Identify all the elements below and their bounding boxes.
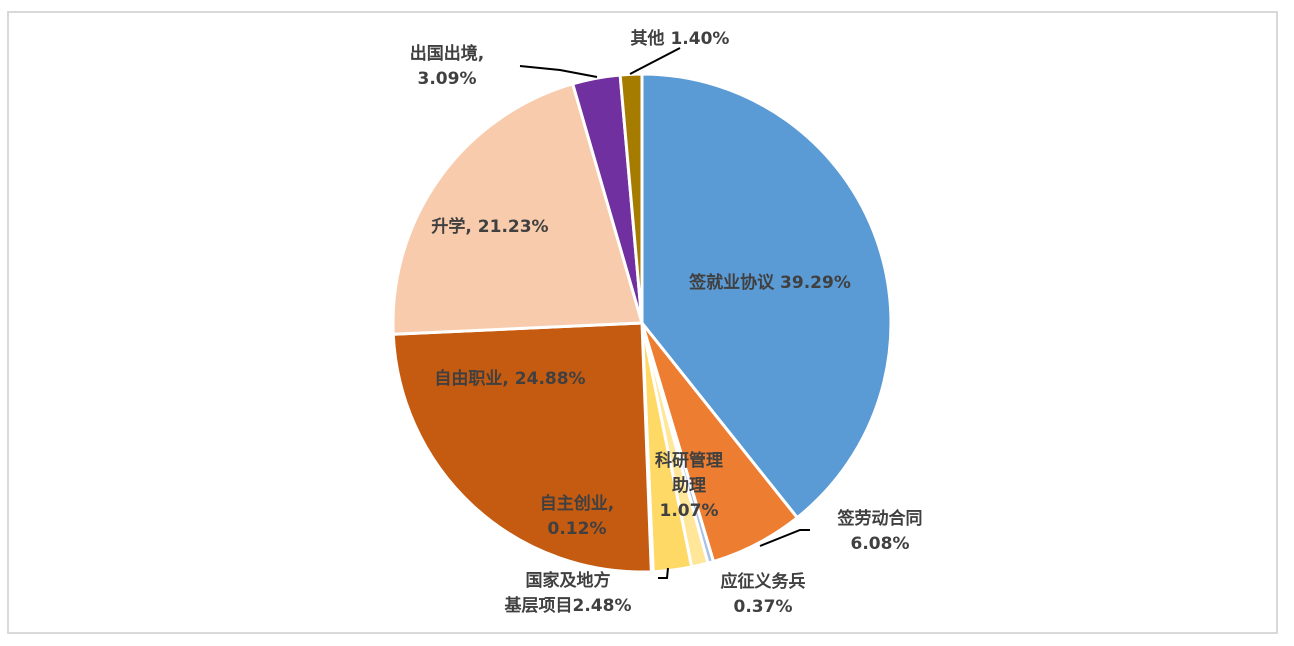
data-label: 签就业协议 39.29% [688, 272, 851, 293]
leader-line [629, 47, 681, 75]
data-label: 签劳动合同 6.08% [837, 508, 923, 554]
data-label: 自由职业, 24.88% [434, 368, 585, 389]
data-label: 应征义务兵 0.37% [721, 571, 806, 617]
pie-slice-0 [640, 72, 893, 520]
leader-line [658, 567, 669, 579]
leader-lines [519, 47, 810, 579]
pie-slice-6 [391, 321, 653, 574]
data-label: 其他 1.40% [631, 28, 730, 49]
pie-slices [391, 72, 893, 574]
data-labels: 签就业协议 39.29% 签劳动合同 6.08% 应征义务兵 0.37% 科研管理助理 1.… [410, 28, 923, 617]
pie-slice-7 [391, 82, 644, 336]
data-label: 国家及地方基层项目2.48% [504, 570, 632, 616]
data-label: 科研管理助理 1.07% [655, 450, 723, 521]
leader-line [519, 65, 598, 78]
data-label: 升学, 21.23% [431, 216, 548, 237]
data-label: 出国出境, 3.09% [410, 43, 484, 89]
data-label: 自主创业, 0.12% [540, 493, 614, 539]
leader-line [759, 529, 810, 547]
